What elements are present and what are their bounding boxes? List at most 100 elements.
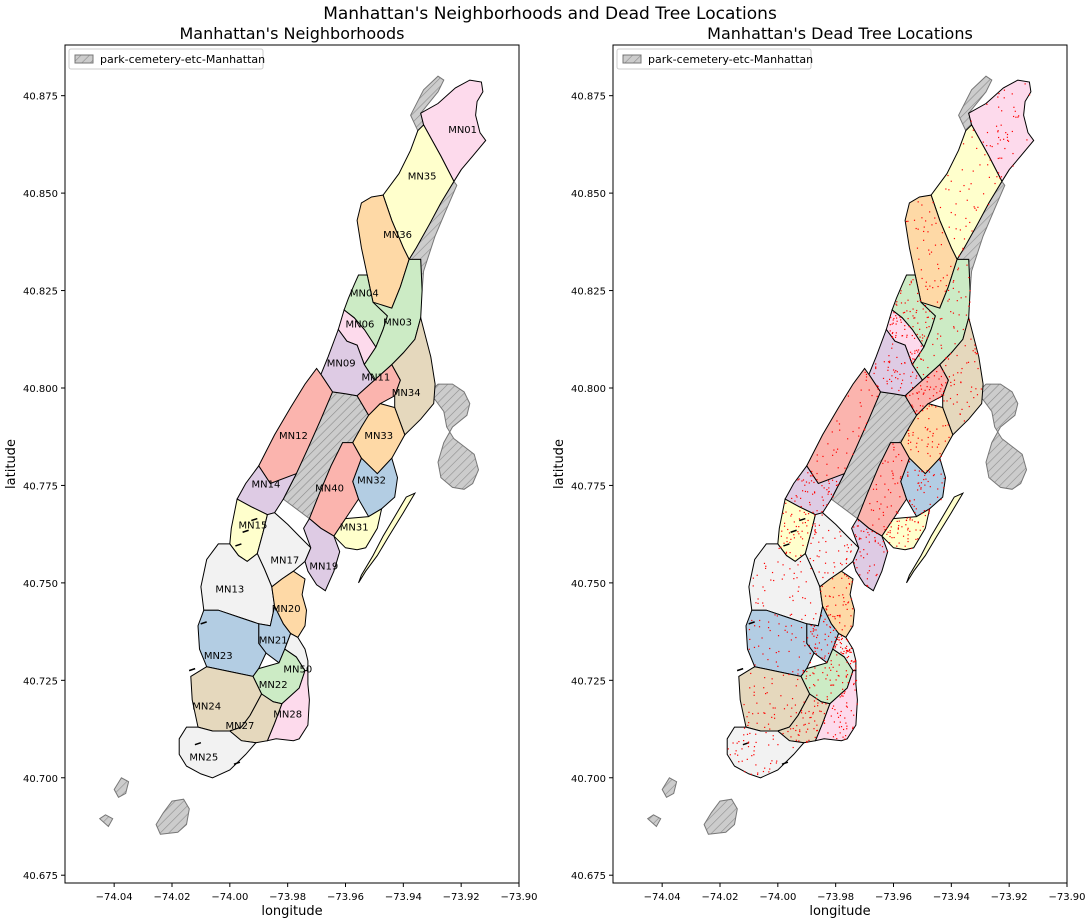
- dead-tree-point: [904, 325, 906, 327]
- dead-tree-point: [751, 755, 753, 757]
- dead-tree-point: [827, 491, 830, 493]
- dead-tree-point: [822, 576, 824, 579]
- dead-tree-point: [830, 684, 832, 686]
- neighborhood-MN34: [391, 315, 436, 436]
- dead-tree-point: [829, 626, 832, 629]
- dead-tree-point: [849, 663, 852, 665]
- dead-tree-point: [921, 340, 923, 342]
- dead-tree-point: [802, 597, 804, 599]
- dead-tree-point: [838, 423, 841, 425]
- dead-tree-point: [929, 503, 931, 505]
- dead-tree-point: [845, 649, 848, 652]
- dead-tree-point: [935, 406, 937, 408]
- dead-tree-point: [773, 579, 775, 582]
- dead-tree-point: [909, 530, 911, 532]
- dead-tree-point: [891, 347, 893, 349]
- dead-tree-point: [939, 206, 942, 209]
- dead-tree-point: [917, 300, 919, 302]
- dead-tree-point: [798, 478, 800, 480]
- dead-tree-point: [814, 685, 816, 687]
- dead-tree-point: [763, 687, 765, 689]
- dead-tree-point: [807, 728, 809, 730]
- park-ellis-island: [661, 777, 678, 798]
- dead-tree-point: [915, 508, 917, 510]
- dead-tree-point: [841, 695, 843, 697]
- neighborhood-label-MN04: MN04: [350, 289, 379, 300]
- dead-tree-point: [927, 366, 929, 369]
- dead-tree-point: [762, 653, 764, 655]
- dead-tree-point: [884, 529, 886, 531]
- dead-tree-point: [947, 300, 949, 302]
- dead-tree-point: [907, 529, 909, 531]
- dead-tree-point: [894, 483, 896, 485]
- dead-tree-point: [907, 540, 909, 543]
- pier-mark: [748, 621, 755, 625]
- dead-tree-point: [912, 308, 914, 310]
- dead-tree-point: [902, 535, 905, 537]
- dead-tree-point: [791, 595, 794, 597]
- dead-tree-point: [832, 572, 835, 574]
- dead-tree-point: [1011, 93, 1013, 95]
- dead-tree-point: [845, 676, 847, 678]
- dead-tree-point: [807, 513, 810, 515]
- dead-tree-point: [785, 552, 787, 554]
- dead-tree-point: [767, 723, 770, 725]
- neighborhood-MN25: [178, 726, 257, 779]
- dead-tree-point: [865, 422, 868, 424]
- dead-tree-point: [917, 201, 919, 203]
- dead-tree-point: [853, 562, 855, 564]
- dead-tree-point: [807, 519, 809, 522]
- dead-tree-point: [863, 549, 865, 551]
- dead-tree-point: [809, 504, 811, 506]
- neighborhood-label-MN35: MN35: [408, 172, 437, 183]
- dead-tree-point: [892, 443, 894, 445]
- dead-tree-point: [915, 446, 917, 448]
- dead-tree-point: [945, 364, 947, 367]
- dead-tree-point: [797, 669, 799, 671]
- dead-tree-point: [826, 674, 828, 676]
- dead-tree-point: [840, 651, 842, 653]
- dead-tree-point: [891, 470, 893, 472]
- dead-tree-point: [806, 740, 808, 743]
- dead-tree-point: [844, 625, 846, 627]
- dead-tree-point: [940, 347, 943, 349]
- dead-tree-point: [843, 601, 845, 603]
- dead-tree-point: [939, 390, 941, 392]
- dead-tree-point: [895, 370, 897, 372]
- dead-tree-point: [847, 601, 850, 603]
- dead-tree-point: [796, 577, 798, 579]
- dead-tree-point: [915, 311, 917, 314]
- dead-tree-point: [887, 366, 889, 368]
- dead-tree-point: [966, 401, 968, 403]
- dead-tree-point: [972, 129, 974, 131]
- dead-tree-point: [816, 636, 818, 639]
- dead-tree-point: [889, 532, 891, 534]
- dead-tree-point: [1011, 130, 1013, 133]
- dead-tree-point: [941, 385, 943, 387]
- dead-tree-point: [938, 443, 940, 445]
- dead-tree-point: [827, 572, 829, 574]
- dead-tree-point: [896, 356, 898, 359]
- dead-tree-point: [923, 230, 925, 233]
- dead-tree-point: [789, 552, 791, 554]
- dead-tree-point: [798, 734, 800, 736]
- dead-tree-point: [928, 249, 930, 251]
- dead-tree-point: [744, 771, 746, 773]
- dead-tree-point: [772, 707, 774, 709]
- dead-tree-point: [1014, 110, 1016, 112]
- dead-tree-point: [910, 280, 912, 282]
- dead-tree-point: [891, 537, 893, 539]
- dead-tree-point: [906, 517, 908, 519]
- dead-tree-point: [928, 389, 931, 391]
- dead-tree-point: [788, 532, 791, 534]
- dead-tree-point: [933, 474, 935, 476]
- dead-tree-point: [847, 681, 849, 684]
- dead-tree-point: [778, 623, 780, 625]
- dead-tree-point: [953, 383, 955, 386]
- dead-tree-point: [948, 298, 950, 300]
- dead-tree-point: [831, 684, 833, 686]
- dead-tree-point: [776, 760, 778, 762]
- dead-tree-point: [916, 366, 918, 369]
- dead-tree-point: [924, 304, 927, 307]
- dead-tree-point: [961, 408, 963, 410]
